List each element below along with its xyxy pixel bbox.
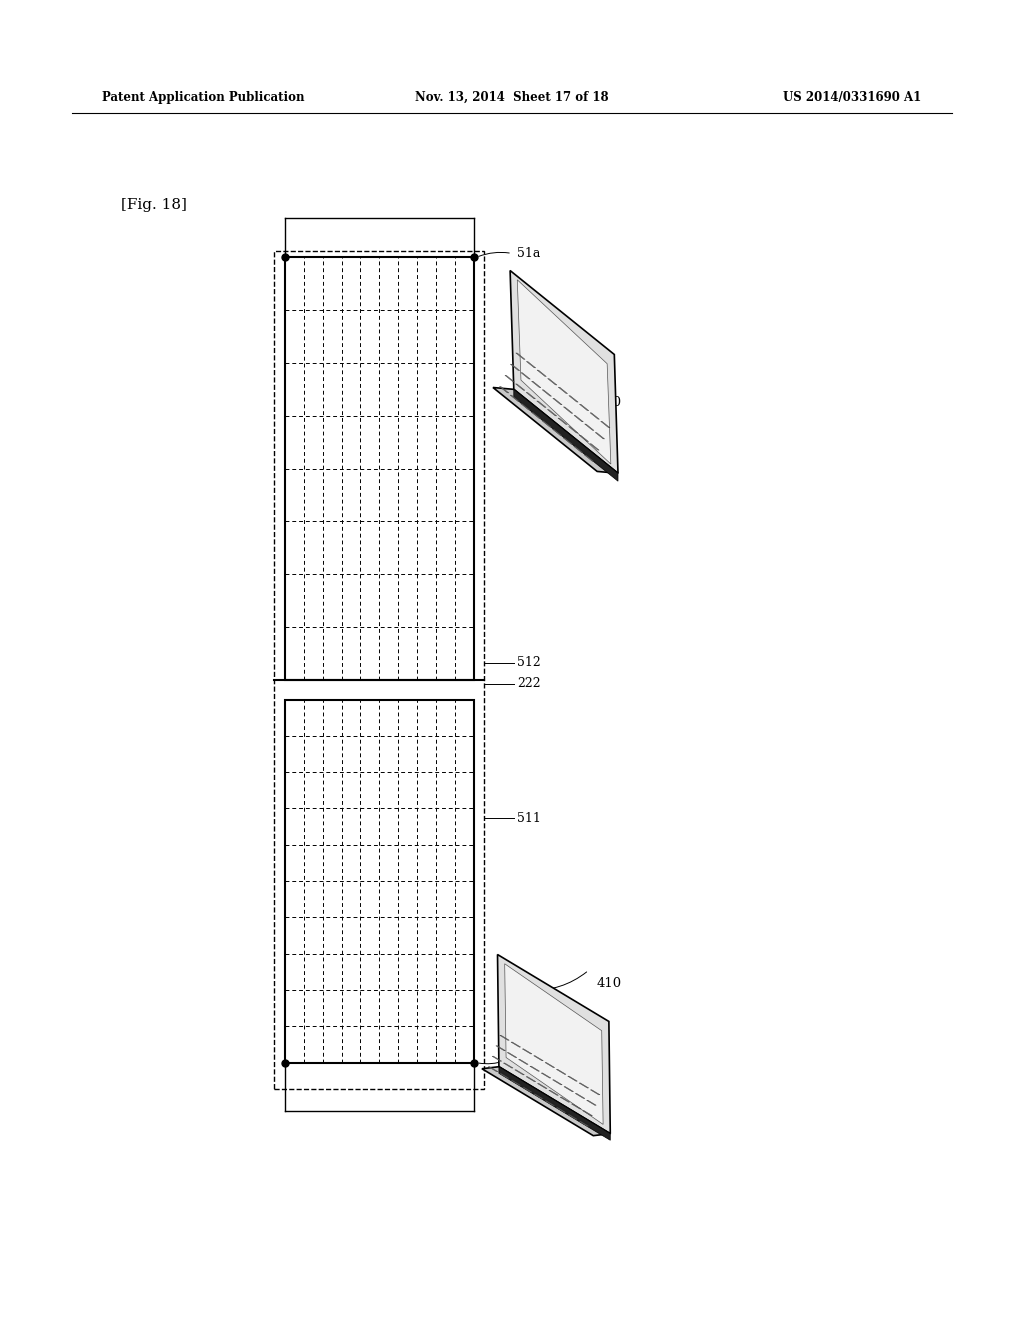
Polygon shape [568, 426, 578, 433]
Polygon shape [575, 1093, 585, 1098]
Polygon shape [553, 1080, 562, 1085]
Text: 51a: 51a [512, 1053, 536, 1067]
Polygon shape [504, 1063, 513, 1068]
Polygon shape [517, 280, 611, 465]
Polygon shape [563, 407, 572, 413]
Text: 420: 420 [597, 396, 622, 409]
Polygon shape [548, 409, 557, 416]
Polygon shape [542, 389, 552, 396]
Polygon shape [548, 379, 557, 385]
Bar [285, 700, 474, 1063]
Text: 51a: 51a [517, 247, 541, 260]
Polygon shape [537, 370, 547, 376]
Polygon shape [505, 375, 514, 381]
Polygon shape [537, 401, 546, 408]
Polygon shape [564, 1086, 573, 1092]
Text: 410: 410 [597, 977, 622, 990]
Polygon shape [571, 1104, 581, 1109]
Polygon shape [553, 429, 562, 436]
Polygon shape [558, 418, 567, 425]
Polygon shape [500, 387, 509, 393]
Polygon shape [518, 1059, 528, 1064]
Polygon shape [500, 1035, 509, 1040]
Polygon shape [507, 1052, 517, 1057]
Polygon shape [522, 1088, 531, 1092]
Polygon shape [595, 433, 604, 440]
Polygon shape [591, 1090, 600, 1094]
Polygon shape [574, 416, 584, 422]
Bar [285, 257, 474, 680]
Polygon shape [493, 1056, 502, 1061]
Text: Nov. 13, 2014  Sheet 17 of 18: Nov. 13, 2014 Sheet 17 of 18 [415, 91, 609, 103]
Polygon shape [510, 395, 519, 401]
Polygon shape [482, 1067, 610, 1135]
Polygon shape [515, 384, 525, 391]
Polygon shape [601, 421, 610, 428]
Polygon shape [488, 1067, 498, 1072]
Text: [Fig. 18]: [Fig. 18] [121, 198, 186, 211]
Polygon shape [499, 1067, 610, 1140]
Polygon shape [553, 399, 562, 405]
Polygon shape [493, 388, 618, 474]
Polygon shape [545, 1063, 555, 1068]
Text: 511: 511 [517, 812, 541, 825]
Polygon shape [534, 1094, 544, 1100]
Polygon shape [510, 271, 618, 474]
Polygon shape [590, 413, 599, 420]
Text: 222: 222 [517, 677, 541, 690]
Polygon shape [580, 436, 589, 442]
Polygon shape [558, 387, 567, 393]
Polygon shape [500, 1073, 509, 1078]
Polygon shape [549, 1090, 558, 1096]
Polygon shape [498, 954, 610, 1134]
Polygon shape [560, 1097, 569, 1102]
Polygon shape [568, 396, 579, 403]
Polygon shape [545, 1101, 555, 1106]
Polygon shape [534, 1056, 544, 1061]
Text: US 2014/0331690 A1: US 2014/0331690 A1 [783, 91, 922, 103]
Polygon shape [583, 1110, 593, 1115]
Bar [274, 251, 484, 1089]
Polygon shape [511, 1041, 520, 1047]
Polygon shape [526, 392, 536, 399]
Polygon shape [526, 1077, 536, 1082]
Polygon shape [556, 1107, 566, 1113]
Polygon shape [531, 412, 541, 418]
Polygon shape [573, 446, 583, 453]
Polygon shape [579, 1082, 589, 1088]
Polygon shape [580, 404, 589, 411]
Polygon shape [587, 1100, 596, 1105]
Text: 512: 512 [517, 656, 541, 669]
Polygon shape [590, 444, 599, 450]
Polygon shape [496, 1045, 506, 1051]
Polygon shape [521, 372, 530, 379]
Text: Patent Application Publication: Patent Application Publication [102, 91, 305, 103]
Polygon shape [529, 1067, 540, 1072]
Polygon shape [585, 455, 594, 462]
Polygon shape [505, 964, 603, 1125]
Polygon shape [538, 1084, 547, 1089]
Polygon shape [510, 364, 520, 371]
Polygon shape [556, 1069, 566, 1074]
Polygon shape [511, 1080, 520, 1085]
Polygon shape [531, 381, 541, 388]
Polygon shape [514, 389, 618, 482]
Polygon shape [567, 1076, 578, 1081]
Polygon shape [515, 1069, 524, 1074]
Polygon shape [520, 404, 530, 411]
Polygon shape [526, 362, 536, 368]
Polygon shape [585, 424, 594, 430]
Polygon shape [563, 438, 572, 445]
Polygon shape [542, 1073, 551, 1078]
Polygon shape [522, 1049, 531, 1053]
Polygon shape [516, 352, 525, 359]
Polygon shape [567, 1114, 578, 1119]
Polygon shape [579, 1121, 589, 1126]
Polygon shape [542, 421, 551, 428]
